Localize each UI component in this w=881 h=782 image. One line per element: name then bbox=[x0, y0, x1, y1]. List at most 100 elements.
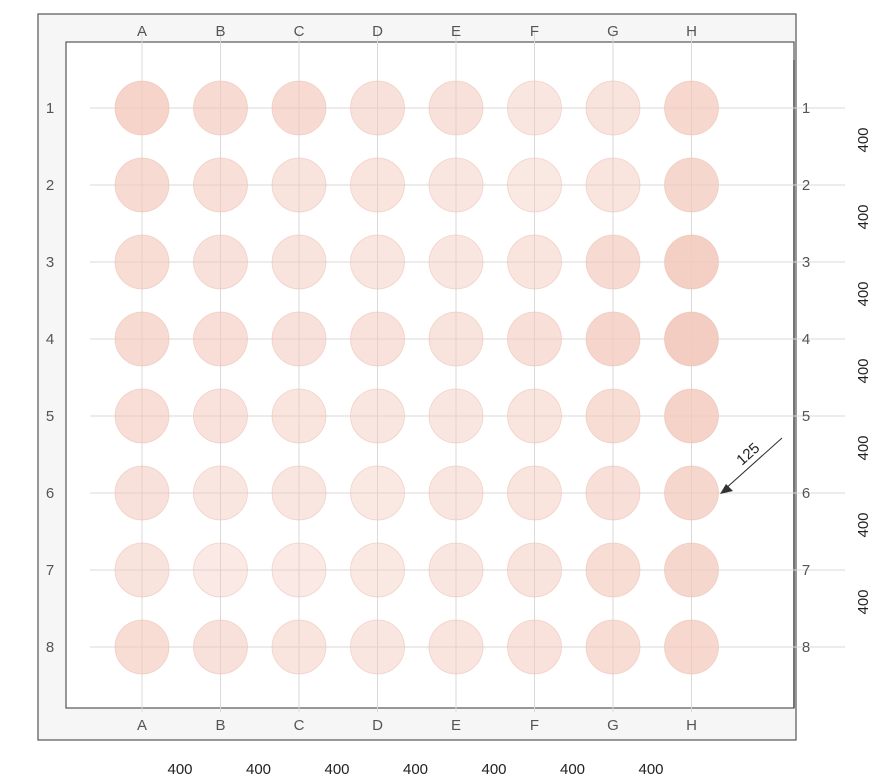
spot-G8 bbox=[585, 619, 641, 675]
column-spacing-label: 400 bbox=[638, 761, 663, 778]
column-label-bottom: E bbox=[451, 717, 461, 734]
row-label-right: 7 bbox=[802, 562, 810, 579]
column-label-bottom: C bbox=[294, 717, 305, 734]
row-label-right: 6 bbox=[802, 485, 810, 502]
spot-H3 bbox=[664, 234, 719, 290]
spot-E4 bbox=[428, 311, 484, 367]
spot-D3 bbox=[350, 234, 405, 290]
spot-C6 bbox=[271, 465, 327, 521]
spot-G3 bbox=[585, 234, 641, 290]
spot-A6 bbox=[114, 465, 170, 521]
spot-A3 bbox=[114, 234, 170, 290]
column-spacing-label: 400 bbox=[167, 761, 192, 778]
spot-B7 bbox=[193, 542, 248, 598]
column-label-top: G bbox=[607, 23, 619, 40]
spot-C8 bbox=[271, 619, 327, 675]
column-spacing-label: 400 bbox=[560, 761, 585, 778]
spot-C5 bbox=[271, 388, 327, 444]
column-label-bottom: D bbox=[372, 717, 383, 734]
dimension-labels: 400 400 400 400 400 400 400 400 400 400 400 400 400 4… bbox=[167, 127, 872, 778]
spot-A7 bbox=[114, 542, 170, 598]
column-label-top: F bbox=[530, 23, 539, 40]
row-label-left: 5 bbox=[46, 408, 54, 425]
row-label-left: 4 bbox=[46, 331, 54, 348]
spot-E5 bbox=[428, 388, 484, 444]
spot-A4 bbox=[114, 311, 170, 367]
spot-C7 bbox=[271, 542, 327, 598]
axis-labels: A A B B C C D D E E F F G G H H 1 1 2 2 3 3 4 4 5 5 6 6 7 7 8 8 bbox=[46, 23, 810, 734]
spot-H7 bbox=[664, 542, 719, 598]
row-spacing-label: 400 bbox=[855, 127, 872, 152]
column-spacing-label: 400 bbox=[246, 761, 271, 778]
spot-B5 bbox=[193, 388, 248, 444]
spot-C2 bbox=[271, 157, 327, 213]
column-label-top: B bbox=[215, 23, 225, 40]
spot-F1 bbox=[507, 80, 562, 136]
spot-B8 bbox=[193, 619, 248, 675]
spot-G6 bbox=[585, 465, 641, 521]
spot-G2 bbox=[585, 157, 641, 213]
column-label-top: E bbox=[451, 23, 461, 40]
spot-array bbox=[114, 80, 719, 675]
spot-F3 bbox=[507, 234, 562, 290]
spot-G1 bbox=[585, 80, 641, 136]
row-label-right: 5 bbox=[802, 408, 810, 425]
row-spacing-label: 400 bbox=[855, 512, 872, 537]
row-spacing-label: 400 bbox=[855, 589, 872, 614]
row-label-left: 1 bbox=[46, 100, 54, 117]
spot-F6 bbox=[507, 465, 562, 521]
spot-F4 bbox=[507, 311, 562, 367]
spot-D6 bbox=[350, 465, 405, 521]
plate-inner-area bbox=[65, 41, 795, 709]
spot-A8 bbox=[114, 619, 170, 675]
row-spacing-label: 400 bbox=[855, 358, 872, 383]
spot-A5 bbox=[114, 388, 170, 444]
spot-B6 bbox=[193, 465, 248, 521]
spot-D5 bbox=[350, 388, 405, 444]
spot-B1 bbox=[193, 80, 248, 136]
spot-H5 bbox=[664, 388, 719, 444]
spot-H2 bbox=[664, 157, 719, 213]
spot-F8 bbox=[507, 619, 562, 675]
row-label-left: 7 bbox=[46, 562, 54, 579]
spot-D8 bbox=[350, 619, 405, 675]
spot-C1 bbox=[271, 80, 327, 136]
callout-arrowhead-icon bbox=[720, 484, 733, 494]
row-label-left: 8 bbox=[46, 639, 54, 656]
column-label-top: A bbox=[137, 23, 147, 40]
spot-H6 bbox=[664, 465, 719, 521]
column-spacing-label: 400 bbox=[481, 761, 506, 778]
callout-leader-line bbox=[723, 437, 783, 491]
spot-G4 bbox=[585, 311, 641, 367]
column-label-bottom: A bbox=[137, 717, 147, 734]
spot-D4 bbox=[350, 311, 405, 367]
spot-G5 bbox=[585, 388, 641, 444]
row-spacing-label: 400 bbox=[855, 435, 872, 460]
spot-A2 bbox=[114, 157, 170, 213]
spot-D2 bbox=[350, 157, 405, 213]
spot-E3 bbox=[428, 234, 484, 290]
column-label-top: H bbox=[686, 23, 697, 40]
spot-F2 bbox=[507, 157, 562, 213]
column-spacing-label: 400 bbox=[403, 761, 428, 778]
spot-E2 bbox=[428, 157, 484, 213]
row-label-right: 8 bbox=[802, 639, 810, 656]
spot-H4 bbox=[664, 311, 719, 367]
spot-C4 bbox=[271, 311, 327, 367]
column-spacing-label: 400 bbox=[324, 761, 349, 778]
spot-D1 bbox=[350, 80, 405, 136]
column-label-bottom: F bbox=[530, 717, 539, 734]
spot-G7 bbox=[585, 542, 641, 598]
spot-E8 bbox=[428, 619, 484, 675]
spot-F7 bbox=[507, 542, 562, 598]
row-label-right: 1 bbox=[802, 100, 810, 117]
spot-C3 bbox=[271, 234, 327, 290]
spot-E1 bbox=[428, 80, 484, 136]
row-label-left: 3 bbox=[46, 254, 54, 271]
row-label-left: 6 bbox=[46, 485, 54, 502]
column-label-bottom: H bbox=[686, 717, 697, 734]
column-label-top: C bbox=[294, 23, 305, 40]
column-label-bottom: G bbox=[607, 717, 619, 734]
column-label-top: D bbox=[372, 23, 383, 40]
